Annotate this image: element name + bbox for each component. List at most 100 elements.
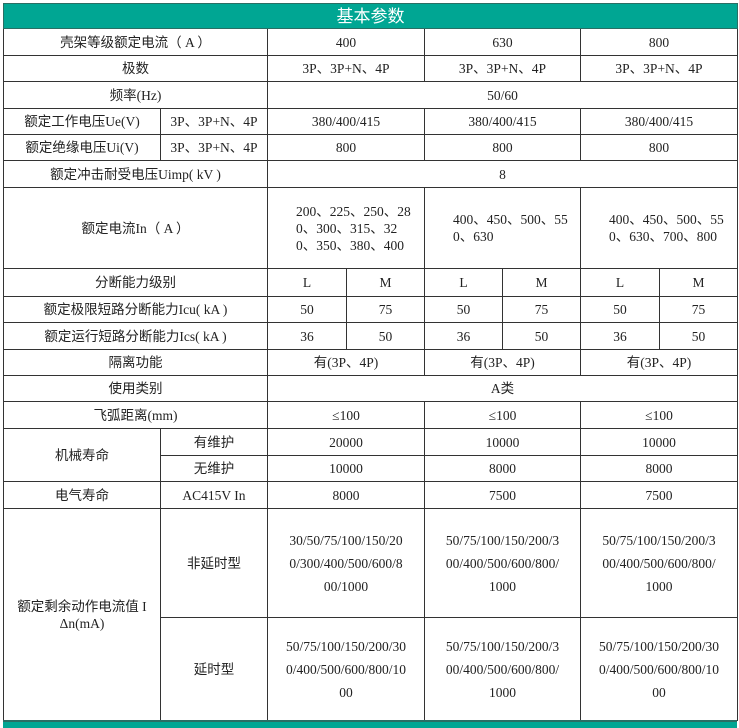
cell: 50 — [346, 322, 425, 350]
cell: 630 — [424, 28, 581, 56]
cell: 50/75/100/150/200/300/400/500/600/800/10… — [580, 617, 738, 721]
cell: M — [659, 268, 738, 297]
row-label: 额定冲击耐受电压Uimp( kV ) — [3, 160, 268, 188]
row-label: 额定工作电压Ue(V) — [3, 108, 161, 135]
cell: 3P、3P+N、4P — [267, 55, 425, 82]
row-label: 额定电流In（ A ） — [3, 187, 268, 269]
cell: 有(3P、4P) — [267, 349, 425, 376]
cell: 10000 — [267, 455, 425, 482]
row-label: 飞弧距离(mm) — [3, 401, 268, 429]
cell: 36 — [424, 322, 503, 350]
table-row: 隔离功能 有(3P、4P) 有(3P、4P) 有(3P、4P) — [3, 349, 738, 376]
table-row: 延时型 50/75/100/150/200/300/400/500/600/80… — [4, 617, 738, 721]
cell: 7500 — [424, 481, 581, 509]
table-title: 基本参数 — [3, 3, 738, 29]
row-label: 额定剩余动作电流值 IΔn(mA) — [3, 508, 161, 721]
cell: 75 — [502, 296, 581, 323]
cell: 50 — [502, 322, 581, 350]
cell: 3P、3P+N、4P — [424, 55, 581, 82]
cell: 800 — [267, 134, 425, 161]
row-sublabel: 3P、3P+N、4P — [160, 108, 268, 135]
cell: 8000 — [580, 455, 738, 482]
table-row: 额定工作电压Ue(V) 3P、3P+N、4P 380/400/415 380/4… — [3, 108, 738, 135]
cell: 20000 — [267, 428, 425, 456]
cell: 75 — [659, 296, 738, 323]
cell: 75 — [346, 296, 425, 323]
cell: 50/60 — [267, 81, 738, 109]
cell: 400、450、500、550、630、700、800 — [580, 187, 738, 269]
cell: 380/400/415 — [424, 108, 581, 135]
cell: 有(3P、4P) — [580, 349, 738, 376]
table-row: 飞弧距离(mm) ≤100 ≤100 ≤100 — [3, 401, 738, 429]
cell: 7500 — [580, 481, 738, 509]
cell: 3P、3P+N、4P — [580, 55, 738, 82]
cell: 380/400/415 — [580, 108, 738, 135]
cell: 50/75/100/150/200/300/400/500/600/800/10… — [424, 617, 581, 721]
row-label: 机械寿命 — [3, 428, 161, 482]
row-label: 额定极限短路分断能力Icu( kA ) — [3, 296, 268, 323]
row-sublabel: AC415V In — [160, 481, 268, 509]
row-label: 分断能力级别 — [3, 268, 268, 297]
cell: M — [346, 268, 425, 297]
cell: A类 — [267, 375, 738, 402]
cell: ≤100 — [580, 401, 738, 429]
table-row: 频率(Hz) 50/60 — [3, 81, 738, 109]
row-label: 壳架等级额定电流（ A ） — [3, 28, 268, 56]
cell: 8000 — [267, 481, 425, 509]
table-row: 电气寿命 AC415V In 8000 7500 7500 — [3, 481, 738, 509]
cell: L — [580, 268, 660, 297]
cell: 50/75/100/150/200/300/400/500/600/800/10… — [267, 617, 425, 721]
cell: 有(3P、4P) — [424, 349, 581, 376]
cell: 800 — [580, 28, 738, 56]
cell: 50 — [659, 322, 738, 350]
cell: 50/75/100/150/200/300/400/500/600/800/10… — [580, 508, 738, 618]
cell: 30/50/75/100/150/200/300/400/500/600/800… — [267, 508, 425, 618]
cell: M — [502, 268, 581, 297]
row-label: 使用类别 — [3, 375, 268, 402]
cell: 380/400/415 — [267, 108, 425, 135]
table-row: 额定运行短路分断能力Ics( kA ) 36 50 36 50 36 50 — [3, 322, 738, 350]
cell: 800 — [580, 134, 738, 161]
row-sublabel: 3P、3P+N、4P — [160, 134, 268, 161]
cell: 10000 — [424, 428, 581, 456]
table-row: 额定冲击耐受电压Uimp( kV ) 8 — [3, 160, 738, 188]
cell: 200、225、250、280、300、315、320、350、380、400 — [267, 187, 425, 269]
table-row: 极数 3P、3P+N、4P 3P、3P+N、4P 3P、3P+N、4P — [3, 55, 738, 82]
cell: 50/75/100/150/200/300/400/500/600/800/10… — [424, 508, 581, 618]
cell: 400、450、500、550、630 — [424, 187, 581, 269]
table-row: 机械寿命 有维护 20000 10000 10000 — [3, 428, 738, 482]
table-row: 使用类别 A类 — [3, 375, 738, 402]
row-label: 额定运行短路分断能力Ics( kA ) — [3, 322, 268, 350]
cell: L — [424, 268, 503, 297]
row-label: 额定绝缘电压Ui(V) — [3, 134, 161, 161]
cell: ≤100 — [267, 401, 425, 429]
cell: 50 — [424, 296, 503, 323]
row-label: 频率(Hz) — [3, 81, 268, 109]
parameters-table: 基本参数 壳架等级额定电流（ A ） 400 630 800 极数 3P、3P+… — [3, 3, 738, 721]
row-label: 极数 — [3, 55, 268, 82]
row-label: 电气寿命 — [3, 481, 161, 509]
cell: 36 — [580, 322, 660, 350]
cell: 50 — [580, 296, 660, 323]
cell: L — [267, 268, 347, 297]
row-sublabel: 无维护 — [160, 455, 268, 482]
row-sublabel: 延时型 — [160, 617, 268, 721]
table-row: 额定剩余动作电流值 IΔn(mA) 非延时型 30/50/75/100/150/… — [3, 508, 738, 721]
footer-bar — [3, 720, 737, 728]
table-row: 无维护 10000 8000 8000 — [4, 455, 738, 482]
cell: 50 — [267, 296, 347, 323]
cell: 8 — [267, 160, 738, 188]
row-label: 隔离功能 — [3, 349, 268, 376]
row-sublabel: 非延时型 — [160, 508, 268, 618]
cell: 8000 — [424, 455, 581, 482]
table-row: 额定电流In（ A ） 200、225、250、280、300、315、320、… — [3, 187, 738, 269]
cell: 10000 — [580, 428, 738, 456]
cell: 400 — [267, 28, 425, 56]
table-row: 分断能力级别 L M L M L M — [3, 268, 738, 297]
table-row: 壳架等级额定电流（ A ） 400 630 800 — [3, 28, 738, 56]
cell: 800 — [424, 134, 581, 161]
table-row: 额定绝缘电压Ui(V) 3P、3P+N、4P 800 800 800 — [3, 134, 738, 161]
cell: 36 — [267, 322, 347, 350]
row-sublabel: 有维护 — [160, 428, 268, 456]
table-row: 额定极限短路分断能力Icu( kA ) 50 75 50 75 50 75 — [3, 296, 738, 323]
